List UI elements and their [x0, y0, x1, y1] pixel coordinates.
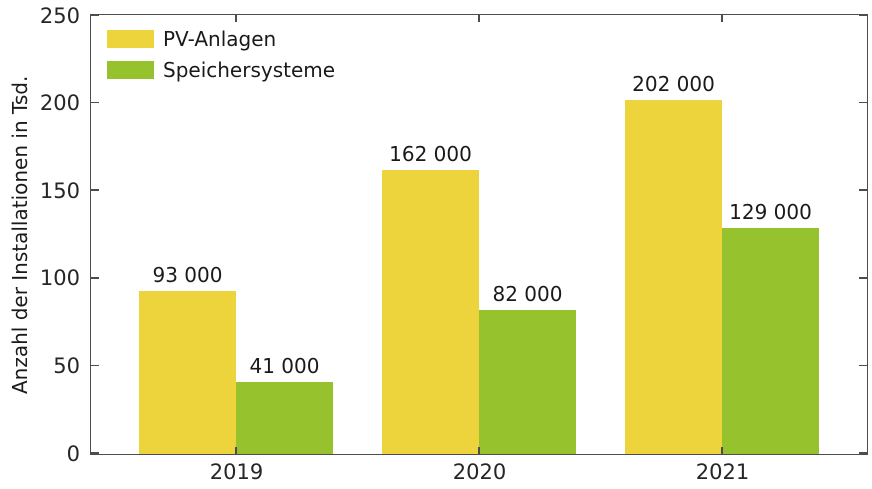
bar-pv-anlagen-2020 — [382, 170, 479, 454]
y-tick-label: 0 — [66, 441, 80, 466]
x-tick-mark-top — [478, 15, 480, 22]
bar-speichersysteme-2021 — [722, 228, 819, 454]
legend-label-pv-anlagen: PV-Anlagen — [163, 27, 277, 51]
y-tick-mark-right — [859, 452, 867, 454]
x-tick-label: 2020 — [452, 460, 507, 484]
x-tick-mark-top — [235, 15, 237, 22]
y-tick-mark-left — [91, 14, 99, 16]
y-tick-mark-left — [91, 189, 99, 191]
bar-value-label: 82 000 — [492, 282, 563, 307]
y-tick-mark-right — [859, 101, 867, 104]
y-tick-mark-right — [859, 189, 867, 191]
y-tick-mark-left — [91, 452, 99, 454]
y-tick-mark-right — [859, 364, 867, 367]
x-tick-label: 2019 — [209, 460, 264, 484]
legend-item-pv-anlagen: PV-Anlagen — [107, 29, 335, 49]
y-tick-label: 200 — [39, 91, 80, 116]
x-tick-mark-bottom — [235, 447, 237, 454]
y-tick-mark-right — [859, 277, 867, 279]
plot-area: PV-Anlagen Speichersysteme 93 000 41 000 1… — [90, 14, 868, 455]
legend-swatch-speichersysteme — [107, 61, 154, 79]
bar-value-label: 93 000 — [152, 263, 223, 288]
bar-speichersysteme-2019 — [236, 382, 333, 454]
y-tick-label: 250 — [39, 3, 80, 28]
x-tick-mark-top — [721, 15, 723, 22]
y-tick-label: 50 — [53, 353, 80, 378]
y-tick-mark-left — [91, 364, 99, 367]
y-axis-title: Anzahl der Installationen in Tsd. — [8, 75, 32, 394]
y-tick-mark-right — [859, 14, 867, 16]
x-tick-mark-bottom — [721, 447, 723, 454]
y-tick-mark-left — [91, 101, 99, 104]
bar-pv-anlagen-2019 — [139, 291, 236, 454]
bar-value-label: 202 000 — [632, 72, 715, 97]
bar-speichersysteme-2020 — [479, 310, 576, 454]
y-tick-label: 150 — [39, 178, 80, 203]
bar-pv-anlagen-2021 — [625, 100, 722, 454]
legend-label-speichersysteme: Speichersysteme — [163, 58, 336, 82]
y-tick-label: 100 — [39, 266, 80, 291]
x-tick-mark-bottom — [478, 447, 480, 454]
y-tick-mark-left — [91, 277, 99, 279]
legend-swatch-pv-anlagen — [107, 30, 154, 48]
legend: PV-Anlagen Speichersysteme — [107, 29, 335, 91]
bar-value-label: 129 000 — [729, 200, 812, 224]
bar-value-label: 41 000 — [249, 354, 320, 379]
bar-value-label: 162 000 — [389, 142, 472, 167]
legend-item-speichersysteme: Speichersysteme — [107, 60, 335, 80]
x-tick-label: 2021 — [695, 460, 750, 484]
